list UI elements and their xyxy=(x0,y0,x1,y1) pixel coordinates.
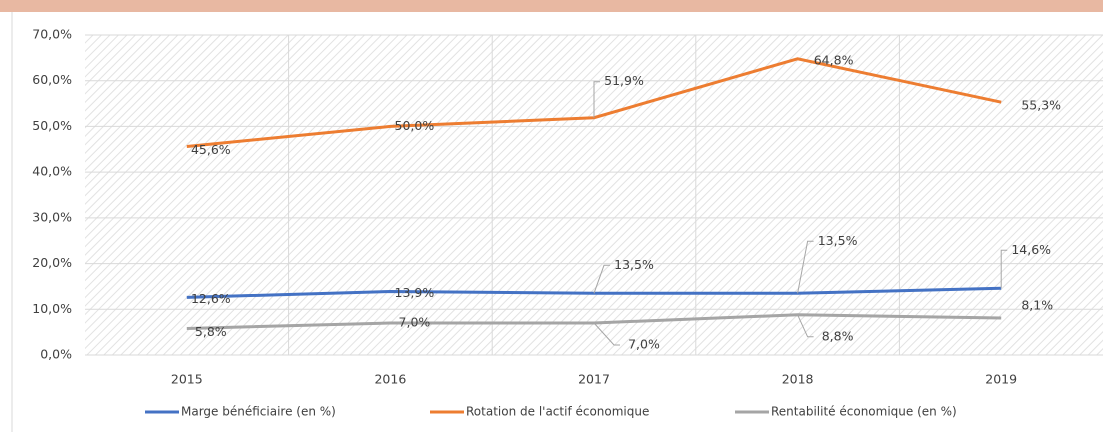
data-label: 13,5% xyxy=(614,257,654,272)
legend-label: Rotation de l'actif économique xyxy=(466,405,649,419)
x-tick-label: 2015 xyxy=(171,372,203,387)
y-tick-label: 60,0% xyxy=(32,72,72,87)
x-tick-label: 2017 xyxy=(578,372,610,387)
y-tick-label: 70,0% xyxy=(32,27,72,42)
y-tick-label: 20,0% xyxy=(32,255,72,270)
leader-line xyxy=(593,81,600,118)
leader-line xyxy=(797,314,814,338)
x-tick-label: 2018 xyxy=(782,372,814,387)
data-label: 13,9% xyxy=(395,285,435,300)
data-label: 7,0% xyxy=(399,315,431,330)
top-band xyxy=(0,0,1103,12)
legend-label: Marge bénéficiaire (en %) xyxy=(181,405,336,419)
leader-line xyxy=(593,322,620,346)
y-tick-label: 40,0% xyxy=(32,164,72,179)
data-label: 12,6% xyxy=(191,291,231,306)
leader-line xyxy=(797,240,814,294)
y-tick-label: 10,0% xyxy=(32,301,72,316)
x-tick-label: 2016 xyxy=(374,372,406,387)
data-label: 8,1% xyxy=(1021,297,1053,312)
leader-line xyxy=(593,264,610,294)
data-label: 13,5% xyxy=(818,233,858,248)
leader-line xyxy=(1000,249,1008,289)
data-label: 55,3% xyxy=(1021,98,1061,113)
data-label: 64,8% xyxy=(814,52,854,67)
y-tick-label: 30,0% xyxy=(32,209,72,224)
y-tick-label: 50,0% xyxy=(32,118,72,133)
legend-label: Rentabilité économique (en %) xyxy=(771,405,957,419)
data-label: 5,8% xyxy=(195,324,227,339)
data-label: 14,6% xyxy=(1011,242,1051,257)
y-tick-label: 0,0% xyxy=(40,347,72,362)
x-tick-label: 2019 xyxy=(985,372,1017,387)
data-label: 7,0% xyxy=(628,337,660,352)
data-label: 45,6% xyxy=(191,142,231,157)
data-label: 50,0% xyxy=(395,118,435,133)
data-label: 8,8% xyxy=(822,328,854,343)
data-label: 51,9% xyxy=(604,73,644,88)
